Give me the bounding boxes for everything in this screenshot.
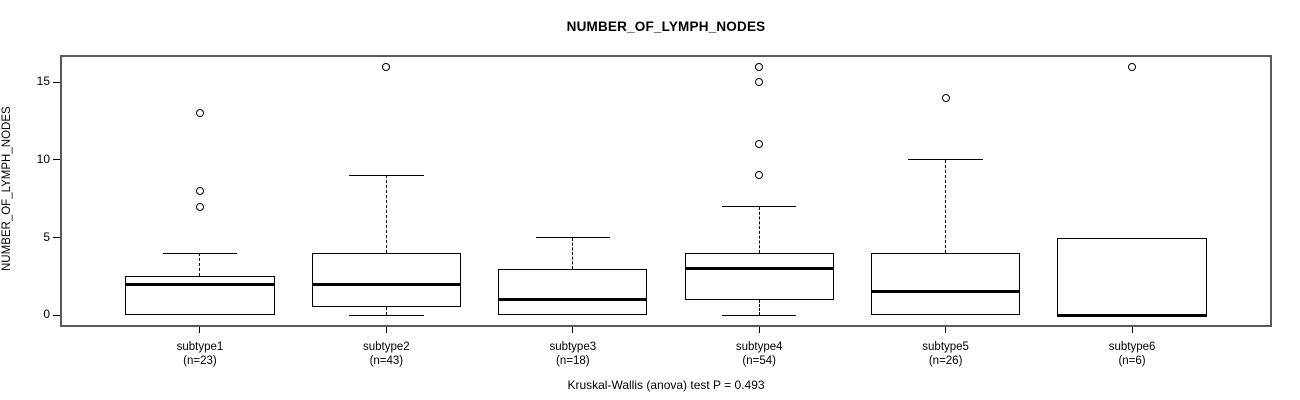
outlier-point <box>755 62 764 71</box>
y-tick-label: 5 <box>43 229 50 244</box>
outlier-point <box>195 187 204 195</box>
stat-test-annotation: Kruskal-Wallis (anova) test P = 0.493 <box>567 378 765 392</box>
outlier-point <box>195 109 204 118</box>
x-label-count: (n=54) <box>742 355 776 367</box>
x-label-category: subtype1 <box>176 341 224 353</box>
box-subtype3 <box>498 268 648 316</box>
upper-whisker <box>758 206 760 254</box>
x-label-category: subtype3 <box>549 341 597 353</box>
x-tick <box>199 327 201 333</box>
x-label: subtype2 (n=43) <box>296 340 476 368</box>
outlier-point <box>755 78 764 87</box>
x-tick <box>572 327 574 333</box>
x-label-count: (n=23) <box>183 355 217 367</box>
lower-whisker-cap <box>349 314 424 316</box>
upper-whisker-cap <box>162 252 238 254</box>
lower-whisker <box>758 299 760 316</box>
x-label: subtype1 (n=23) <box>110 340 290 368</box>
median-line <box>311 282 461 286</box>
median-line <box>871 290 1021 294</box>
x-label-category: subtype6 <box>1108 341 1156 353</box>
y-tick <box>53 237 60 239</box>
x-label-category: subtype4 <box>735 341 783 353</box>
median-line <box>1057 313 1207 317</box>
x-label-category: subtype5 <box>922 341 969 353</box>
upper-whisker-cap <box>349 174 424 176</box>
y-axis-title: NUMBER_OF_LYMPH_NODES <box>1 106 13 272</box>
x-tick <box>945 327 947 333</box>
upper-whisker-cap <box>535 237 611 239</box>
upper-whisker <box>572 237 574 269</box>
x-label: subtype6 (n=6) <box>1042 340 1222 368</box>
upper-whisker <box>945 159 947 254</box>
upper-whisker <box>199 253 201 277</box>
x-label-count: (n=18) <box>556 355 590 367</box>
median-line <box>684 267 834 271</box>
upper-whisker <box>385 175 387 254</box>
box-subtype4 <box>684 253 834 300</box>
outlier-point <box>195 202 204 211</box>
x-tick <box>758 327 760 333</box>
lower-whisker <box>385 307 387 316</box>
y-tick-label: 0 <box>43 307 50 322</box>
x-label-count: (n=43) <box>369 355 404 367</box>
outlier-point <box>755 171 764 180</box>
y-tick-label: 15 <box>36 74 50 89</box>
box-subtype5 <box>871 253 1021 316</box>
box-subtype6 <box>1057 237 1207 316</box>
plot-area: 0 5 10 15 subtype1 (n=23) subtype2 (n=43) subtyp… <box>37 55 1272 367</box>
median-line <box>498 298 648 302</box>
x-label-count: (n=26) <box>928 355 963 367</box>
y-tick <box>53 314 60 316</box>
outlier-point <box>382 62 391 71</box>
x-tick <box>385 327 387 333</box>
outlier-point <box>941 93 950 102</box>
y-tick <box>53 81 60 83</box>
x-label: subtype5 (n=26) <box>856 340 1036 368</box>
median-line <box>125 282 275 286</box>
x-label-count: (n=6) <box>1118 355 1146 367</box>
outlier-point <box>1128 62 1137 71</box>
y-tick-label: 10 <box>36 151 50 166</box>
outlier-point <box>755 140 764 149</box>
x-label-category: subtype2 <box>363 341 410 353</box>
upper-whisker-cap <box>908 159 983 161</box>
x-label: subtype3 (n=18) <box>483 340 663 368</box>
y-tick <box>53 159 60 161</box>
x-label: subtype4 (n=54) <box>669 340 849 368</box>
box-subtype2 <box>311 253 461 308</box>
lower-whisker-cap <box>721 314 797 316</box>
upper-whisker-cap <box>721 206 797 207</box>
x-tick <box>1131 327 1133 333</box>
chart-title: NUMBER_OF_LYMPH_NODES <box>566 19 766 34</box>
